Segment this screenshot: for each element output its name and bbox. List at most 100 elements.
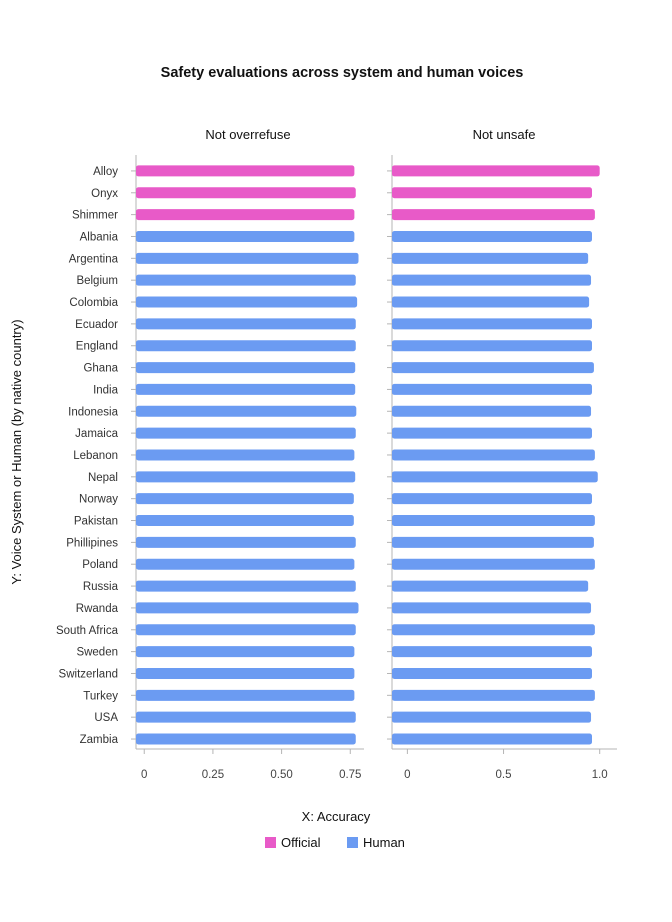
category-label-india: India <box>93 384 119 396</box>
bar-0-argentina <box>136 252 359 264</box>
x-tick-label-1-1: 0.5 <box>496 769 512 781</box>
bar-1-ghana <box>392 362 594 374</box>
bar-1-usa <box>392 711 592 723</box>
bar-1-ecuador <box>392 318 592 330</box>
panel-not-overrefuse: 0 0.25 0.50 0.75 <box>131 155 364 781</box>
category-label-south-africa: South Africa <box>56 625 119 637</box>
category-label-russia: Russia <box>83 581 119 593</box>
legend-label-human: Human <box>363 835 405 850</box>
bar-0-phillipines <box>136 536 356 548</box>
category-labels: Alloy Onyx Shimmer Albania Argentina Belgium C… <box>56 166 119 746</box>
bar-1-rwanda <box>392 602 592 614</box>
bar-1-russia <box>392 580 589 592</box>
category-label-lebanon: Lebanon <box>73 450 118 462</box>
legend-swatch-human <box>347 837 358 848</box>
bar-1-norway <box>392 493 592 505</box>
bar-0-belgium <box>136 274 356 286</box>
category-label-ecuador: Ecuador <box>75 319 118 331</box>
category-label-norway: Norway <box>79 494 118 506</box>
bar-1-alloy <box>392 165 600 177</box>
legend: Official Human <box>265 835 405 850</box>
y-axis-title: Y: Voice System or Human (by native coun… <box>9 319 24 584</box>
bar-0-jamaica <box>136 427 356 439</box>
category-label-shimmer: Shimmer <box>72 210 118 222</box>
x-tick-label-1-2: 1.0 <box>592 769 608 781</box>
bar-1-india <box>392 383 592 395</box>
bar-0-india <box>136 383 356 395</box>
bar-1-pakistan <box>392 515 595 527</box>
panel-title-left: Not overrefuse <box>205 127 290 142</box>
category-label-pakistan: Pakistan <box>74 516 118 528</box>
bar-0-norway <box>136 493 354 505</box>
bar-1-nepal <box>392 471 598 483</box>
bar-0-rwanda <box>136 602 359 614</box>
bar-0-england <box>136 340 356 352</box>
category-label-poland: Poland <box>82 559 118 571</box>
bar-0-colombia <box>136 296 358 308</box>
category-label-jamaica: Jamaica <box>75 428 118 440</box>
bar-0-switzerland <box>136 667 355 679</box>
bar-1-lebanon <box>392 449 595 461</box>
bar-0-russia <box>136 580 356 592</box>
bar-0-sweden <box>136 646 355 658</box>
bar-1-shimmer <box>392 209 595 221</box>
bar-0-ghana <box>136 362 356 374</box>
x-tick-label-0-0: 0 <box>141 769 147 781</box>
bar-1-zambia <box>392 733 592 745</box>
bar-1-jamaica <box>392 427 592 439</box>
bar-0-ecuador <box>136 318 356 330</box>
category-label-alloy: Alloy <box>93 166 118 178</box>
x-tick-label-0-1: 0.25 <box>202 769 224 781</box>
bar-1-switzerland <box>392 667 592 679</box>
bar-1-sweden <box>392 646 592 658</box>
bar-0-albania <box>136 230 355 242</box>
x-tick-label-0-3: 0.75 <box>339 769 361 781</box>
x-tick-label-1-0: 0 <box>404 769 410 781</box>
panel-title-right: Not unsafe <box>473 127 536 142</box>
bar-0-onyx <box>136 187 356 199</box>
category-label-nepal: Nepal <box>88 472 118 484</box>
bar-1-phillipines <box>392 536 594 548</box>
bar-1-poland <box>392 558 595 570</box>
category-label-rwanda: Rwanda <box>76 603 119 615</box>
chart-title: Safety evaluations across system and hum… <box>161 65 524 81</box>
category-label-ghana: Ghana <box>83 363 118 375</box>
bar-1-indonesia <box>392 405 592 417</box>
bar-0-pakistan <box>136 515 354 527</box>
category-label-switzerland: Switzerland <box>59 668 118 680</box>
category-label-turkey: Turkey <box>83 690 118 702</box>
category-label-zambia: Zambia <box>80 734 119 746</box>
bar-1-argentina <box>392 252 589 264</box>
category-label-belgium: Belgium <box>76 275 118 287</box>
category-label-indonesia: Indonesia <box>68 406 118 418</box>
bar-0-poland <box>136 558 355 570</box>
legend-label-official: Official <box>281 835 321 850</box>
category-label-onyx: Onyx <box>91 188 118 200</box>
bar-0-shimmer <box>136 209 355 221</box>
category-label-usa: USA <box>94 712 118 724</box>
category-label-phillipines: Phillipines <box>66 537 118 549</box>
category-label-colombia: Colombia <box>69 297 118 309</box>
bar-0-south-africa <box>136 624 356 636</box>
bar-0-zambia <box>136 733 356 745</box>
bar-1-turkey <box>392 689 595 701</box>
bar-1-south-africa <box>392 624 595 636</box>
category-label-england: England <box>76 341 118 353</box>
bar-0-lebanon <box>136 449 355 461</box>
bar-1-england <box>392 340 592 352</box>
x-tick-label-0-2: 0.50 <box>270 769 292 781</box>
bar-0-turkey <box>136 689 355 701</box>
legend-swatch-official <box>265 837 276 848</box>
category-label-albania: Albania <box>80 231 119 243</box>
bar-0-nepal <box>136 471 356 483</box>
category-label-sweden: Sweden <box>76 647 118 659</box>
bar-1-belgium <box>392 274 592 286</box>
bar-1-colombia <box>392 296 590 308</box>
bar-1-onyx <box>392 187 592 199</box>
x-axis-title: X: Accuracy <box>302 809 371 824</box>
bar-0-indonesia <box>136 405 357 417</box>
bar-0-alloy <box>136 165 355 177</box>
bar-1-albania <box>392 230 592 242</box>
bar-0-usa <box>136 711 356 723</box>
